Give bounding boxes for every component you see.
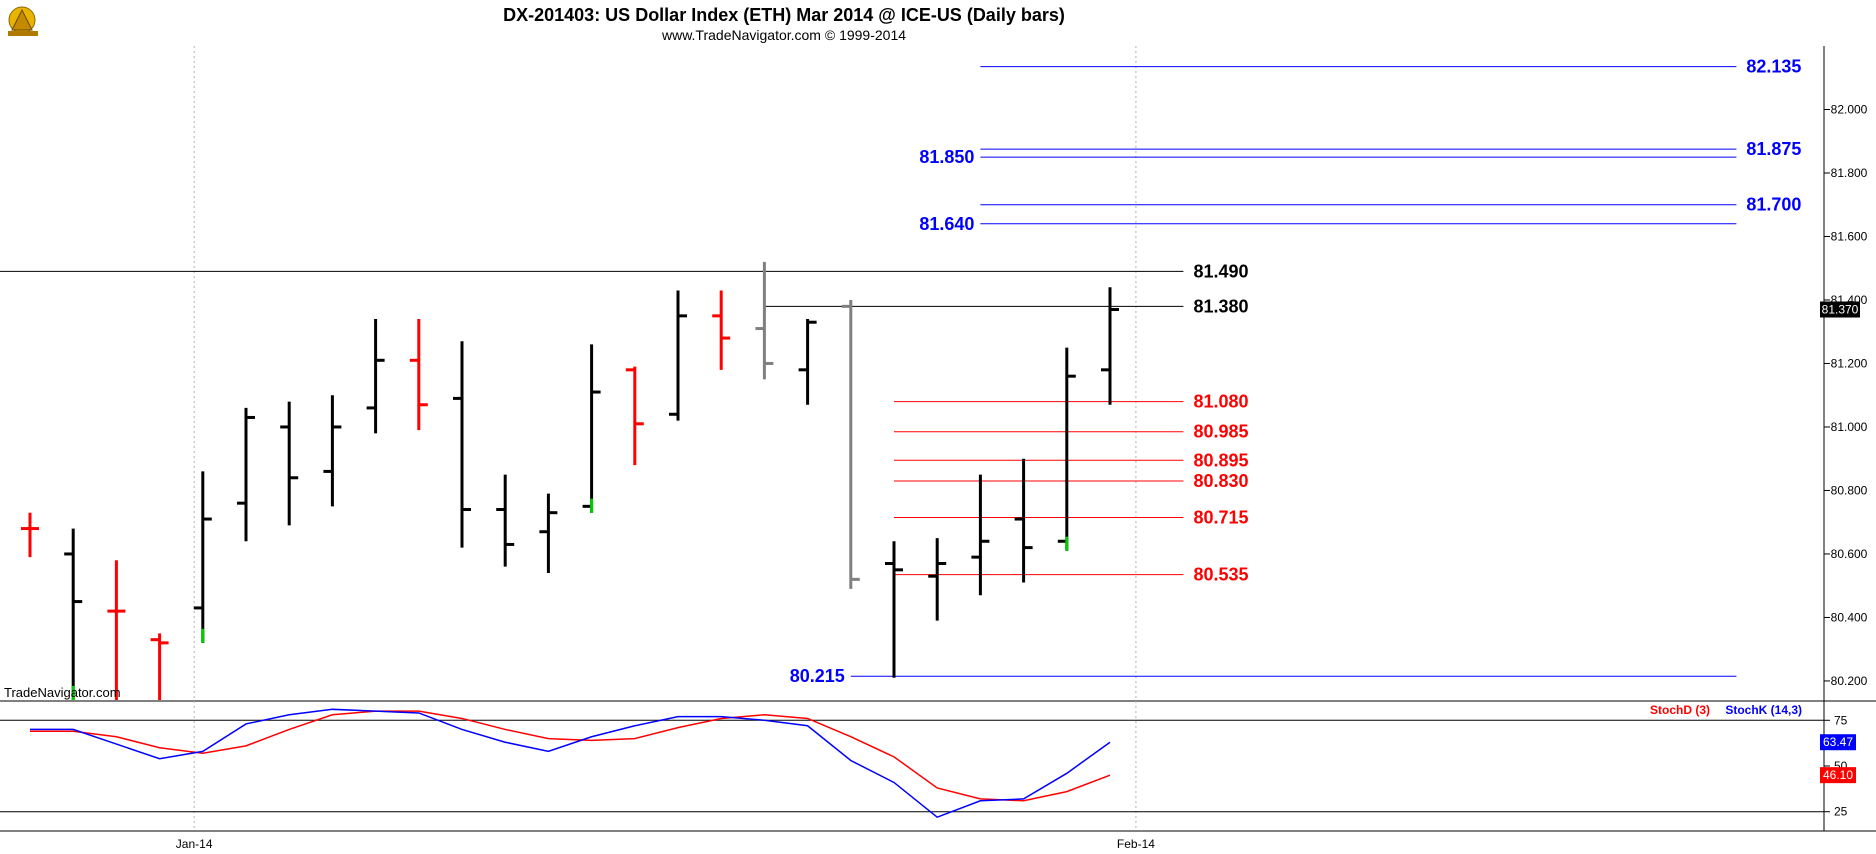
ohlc-bar <box>150 633 169 700</box>
x-tick-label: Jan-14 <box>176 837 213 851</box>
price-level-label: 81.490 <box>1193 261 1248 281</box>
last-price-box <box>1820 301 1860 318</box>
ohlc-bar <box>366 319 385 434</box>
chart-subtitle: www.TradeNavigator.com © 1999-2014 <box>661 27 906 43</box>
ohlc-bar <box>582 344 601 513</box>
price-level-label: 81.700 <box>1746 195 1801 215</box>
ohlc-bar <box>712 290 731 370</box>
stoch-d-last-box <box>1820 767 1856 784</box>
stoch-tick-label: 25 <box>1834 805 1848 819</box>
price-level-label: 81.850 <box>919 147 974 167</box>
y-tick-label: 80.800 <box>1831 483 1868 497</box>
price-level-label: 80.895 <box>1193 450 1248 470</box>
stoch-k-line <box>30 708 1111 819</box>
ohlc-bar <box>496 474 515 567</box>
price-level-label: 82.135 <box>1746 57 1801 77</box>
ohlc-bar <box>280 401 299 526</box>
stoch-d-last-label: 46.10 <box>1823 768 1853 782</box>
price-level-label: 80.985 <box>1193 422 1248 442</box>
price-level-label: 80.715 <box>1193 507 1248 527</box>
price-levels: 82.135 81.875 81.850 81.700 81.640 81.490 81.3… <box>0 57 1801 686</box>
axes: Jan-14 Feb-1482.00081.80081.60081.40081.2… <box>176 102 1868 851</box>
price-level-label: 81.640 <box>919 214 974 234</box>
y-tick-label: 80.600 <box>1831 547 1868 561</box>
ohlc-bar <box>1101 287 1119 405</box>
price-level-label: 81.080 <box>1193 392 1248 412</box>
ohlc-bar <box>625 366 644 466</box>
legend-stoch-k: StochK (14,3) <box>1725 703 1802 717</box>
ohlc-bar <box>971 474 990 596</box>
price-level-label: 80.535 <box>1193 565 1248 585</box>
price-level-label: 81.875 <box>1746 139 1801 159</box>
price-level-label: 80.215 <box>790 666 845 686</box>
x-tick-label: Feb-14 <box>1117 837 1155 851</box>
chart-header: DX-201403: US Dollar Index (ETH) Mar 201… <box>8 5 1065 43</box>
grid <box>193 46 1137 830</box>
ohlc-bar <box>755 261 774 380</box>
ohlc-bar <box>237 407 255 542</box>
ohlc-bars <box>21 261 1119 700</box>
ohlc-bar <box>798 319 817 405</box>
ohlc-bar <box>64 528 83 700</box>
last-price-label: 81.370 <box>1822 303 1859 317</box>
y-tick-label: 81.000 <box>1831 420 1868 434</box>
ohlc-bar <box>453 341 471 548</box>
stoch-k-last-box <box>1820 734 1856 751</box>
legend-stoch-d: StochD (3) <box>1650 703 1710 717</box>
stoch-k-last-label: 63.47 <box>1823 735 1853 749</box>
ohlc-bar <box>107 560 126 700</box>
ohlc-bar <box>193 471 212 643</box>
watermark: TradeNavigator.com <box>4 685 121 700</box>
ohlc-bar <box>1014 458 1033 583</box>
chart-frame <box>0 46 1876 832</box>
price-level-label: 80.830 <box>1193 471 1248 491</box>
ohlc-bar <box>539 493 558 574</box>
ohlc-bar <box>409 319 428 431</box>
y-tick-label: 82.000 <box>1831 102 1868 116</box>
stochastic-pane: StochD (3) StochK (14,3) <box>0 703 1824 819</box>
stoch-d-line <box>30 710 1111 802</box>
y-tick-label: 81.600 <box>1831 229 1868 243</box>
y-tick-label: 80.200 <box>1831 674 1868 688</box>
ohlc-bar <box>323 395 342 507</box>
trade-navigator-logo-icon <box>8 6 38 36</box>
stoch-tick-label: 75 <box>1834 713 1848 727</box>
ohlc-bar <box>1057 347 1076 551</box>
y-tick-label: 81.200 <box>1831 356 1868 370</box>
chart-title: DX-201403: US Dollar Index (ETH) Mar 201… <box>503 5 1065 25</box>
ohlc-bar <box>21 512 39 558</box>
ohlc-bar <box>669 290 687 421</box>
ohlc-bar <box>841 299 860 589</box>
price-level-label: 81.380 <box>1193 296 1248 316</box>
y-tick-label: 81.800 <box>1831 166 1868 180</box>
ohlc-bar <box>885 541 903 678</box>
y-tick-label: 80.400 <box>1831 610 1868 624</box>
ohlc-bar <box>928 538 947 621</box>
